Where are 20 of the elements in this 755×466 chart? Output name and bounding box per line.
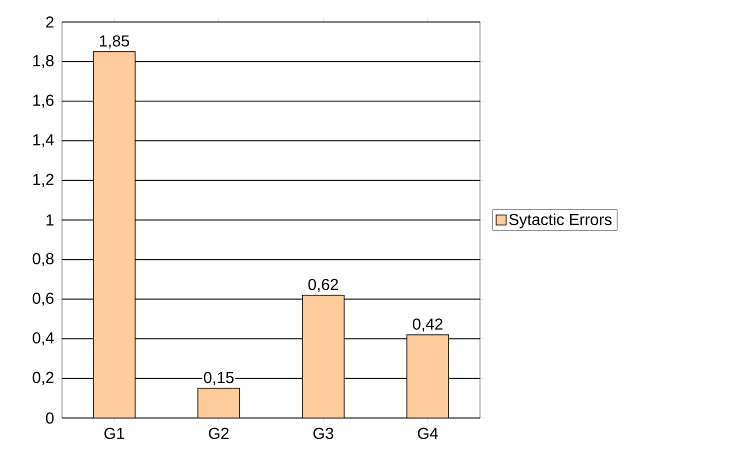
y-tick-label: 2 bbox=[46, 16, 54, 28]
data-label: 0,62 bbox=[308, 278, 338, 292]
legend-label: Sytactic Errors bbox=[509, 213, 612, 228]
data-label: 0,15 bbox=[204, 372, 234, 386]
y-tick-label: 0,6 bbox=[32, 292, 54, 306]
y-tick-label: 0,8 bbox=[32, 253, 54, 266]
y-tick-label: 0 bbox=[46, 412, 54, 424]
y-tick-label: 1,6 bbox=[33, 94, 54, 108]
data-label: 0,42 bbox=[412, 318, 442, 332]
y-tick-label: 0,4 bbox=[32, 332, 54, 346]
y-tick-label: 1 bbox=[46, 214, 54, 226]
y-tick-label: 1,4 bbox=[33, 134, 54, 148]
y-tick-label: 1,8 bbox=[33, 55, 54, 68]
y-tick-label: 0,2 bbox=[32, 372, 54, 385]
x-tick-label: G4 bbox=[418, 428, 438, 440]
x-tick-label: G3 bbox=[313, 428, 334, 440]
x-tick-label: G1 bbox=[104, 428, 124, 440]
y-tick-label: 1,2 bbox=[33, 174, 54, 187]
x-tick-label: G2 bbox=[208, 428, 229, 440]
data-label: 1,85 bbox=[100, 35, 130, 48]
